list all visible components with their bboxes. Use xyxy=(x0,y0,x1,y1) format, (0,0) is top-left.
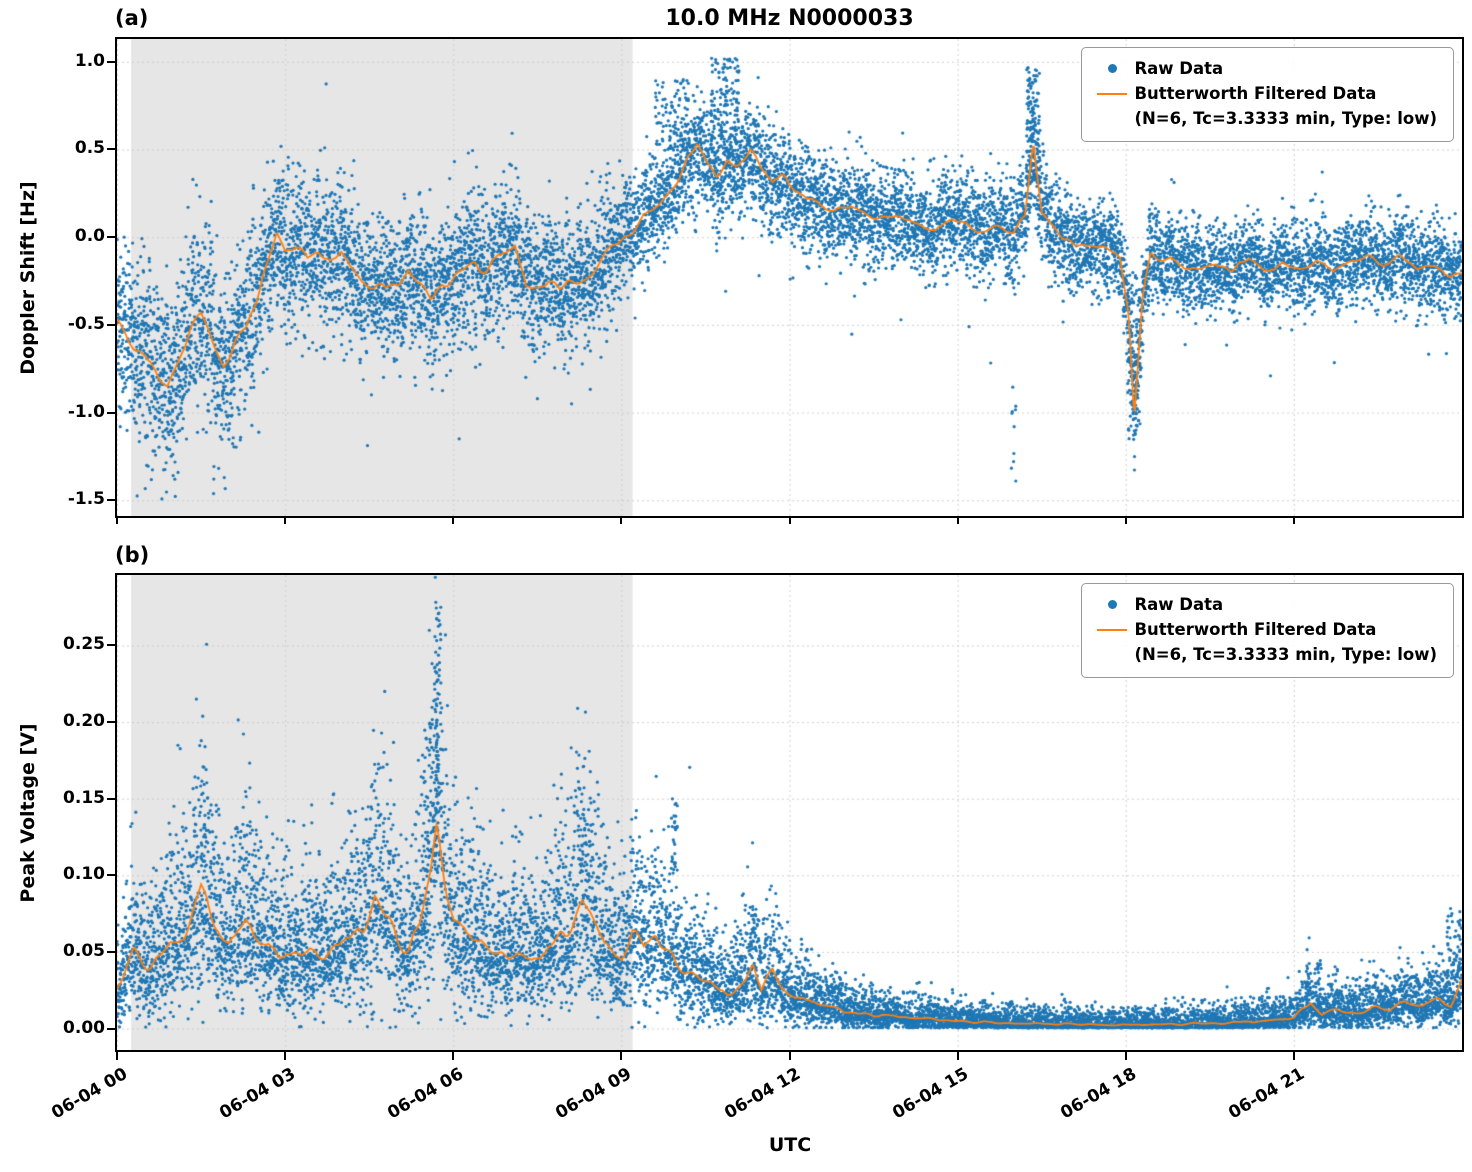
y-tick-label: 1.0 xyxy=(74,50,105,71)
panel-a-label: (a) xyxy=(115,6,149,30)
x-tick-mark xyxy=(116,1052,118,1060)
x-tick-mark xyxy=(620,1052,623,1060)
x-tick-label: 06-04 03 xyxy=(216,1064,300,1124)
x-tick-mark xyxy=(956,518,959,524)
y-tick-label: 0.20 xyxy=(63,711,105,732)
raw-data-marker-cell xyxy=(1090,600,1134,609)
legend-entry-raw: Raw Data xyxy=(1090,592,1437,617)
x-tick-label: 06-04 12 xyxy=(720,1064,804,1124)
x-tick-mark xyxy=(1292,518,1295,524)
x-tick-mark xyxy=(284,1052,287,1060)
panel-a-y-axis-label: Doppler Shift [Hz] xyxy=(17,181,39,375)
y-tick-mark xyxy=(107,323,115,326)
legend-entry-raw: Raw Data xyxy=(1090,56,1437,81)
x-tick-mark xyxy=(1124,518,1127,524)
y-tick-mark xyxy=(107,797,115,800)
x-tick-label: 06-04 00 xyxy=(48,1064,131,1124)
y-tick-mark xyxy=(107,1027,115,1030)
legend-filtered-sublabel: (N=6, Tc=3.3333 min, Type: low) xyxy=(1134,645,1437,664)
panel-a-plot-area: Raw Data Butterworth Filtered Data (N=6,… xyxy=(115,37,1464,518)
x-tick-mark xyxy=(1124,1052,1127,1060)
y-tick-mark xyxy=(107,874,115,877)
y-tick-label: 0.25 xyxy=(63,634,105,655)
y-tick-label: 0.10 xyxy=(63,864,105,885)
panel-b-plot-area: Raw Data Butterworth Filtered Data (N=6,… xyxy=(115,573,1464,1052)
y-tick-label: -0.5 xyxy=(67,313,105,334)
legend-entry-filtered-params: (N=6, Tc=3.3333 min, Type: low) xyxy=(1090,106,1437,131)
y-tick-label: -1.0 xyxy=(67,401,105,422)
y-tick-mark xyxy=(107,236,115,239)
filtered-data-marker-cell xyxy=(1090,92,1134,95)
panel-b-label: (b) xyxy=(115,543,150,567)
y-tick-label: 0.5 xyxy=(74,138,105,159)
x-tick-label: 06-04 18 xyxy=(1057,1064,1140,1124)
x-axis-label: UTC xyxy=(768,1134,812,1156)
filtered-data-marker-cell xyxy=(1090,628,1134,631)
legend-filtered-label: Butterworth Filtered Data xyxy=(1134,84,1377,103)
x-tick-mark xyxy=(284,518,287,524)
legend-entry-filtered: Butterworth Filtered Data xyxy=(1090,617,1437,642)
chart-title: 10.0 MHz N0000033 xyxy=(665,6,914,31)
y-tick-mark xyxy=(107,148,115,151)
y-tick-mark xyxy=(107,644,115,647)
x-tick-mark xyxy=(788,518,791,524)
y-tick-mark xyxy=(107,950,115,953)
y-tick-mark xyxy=(107,721,115,724)
raw-data-marker-icon xyxy=(1107,64,1117,73)
y-tick-mark xyxy=(107,60,115,63)
x-tick-label: 06-04 21 xyxy=(1225,1064,1308,1124)
y-tick-mark xyxy=(107,499,115,502)
legend-a: Raw Data Butterworth Filtered Data (N=6,… xyxy=(1081,47,1454,142)
legend-filtered-sublabel: (N=6, Tc=3.3333 min, Type: low) xyxy=(1134,109,1437,128)
raw-data-marker-icon xyxy=(1107,600,1117,609)
legend-filtered-label: Butterworth Filtered Data xyxy=(1134,620,1377,639)
raw-data-marker-cell xyxy=(1090,64,1134,73)
x-tick-mark xyxy=(788,1052,791,1060)
y-tick-label: 0.00 xyxy=(63,1017,105,1038)
x-tick-mark xyxy=(452,518,455,524)
legend-b: Raw Data Butterworth Filtered Data (N=6,… xyxy=(1081,583,1454,678)
legend-entry-filtered-params: (N=6, Tc=3.3333 min, Type: low) xyxy=(1090,642,1437,667)
filtered-data-marker-icon xyxy=(1097,92,1128,95)
legend-raw-label: Raw Data xyxy=(1134,595,1224,614)
x-tick-label: 06-04 09 xyxy=(552,1064,636,1124)
x-tick-mark xyxy=(620,518,623,524)
filtered-data-marker-icon xyxy=(1097,628,1128,631)
y-tick-label: 0.15 xyxy=(63,787,105,808)
x-tick-label: 06-04 15 xyxy=(888,1064,972,1124)
legend-raw-label: Raw Data xyxy=(1134,59,1224,78)
x-tick-mark xyxy=(116,518,118,524)
y-tick-label: 0.0 xyxy=(74,226,105,247)
legend-entry-filtered: Butterworth Filtered Data xyxy=(1090,81,1437,106)
x-tick-mark xyxy=(1292,1052,1295,1060)
x-tick-label: 06-04 06 xyxy=(384,1064,468,1124)
y-tick-label: 0.05 xyxy=(63,940,105,961)
y-tick-label: -1.5 xyxy=(67,489,105,510)
x-tick-mark xyxy=(452,1052,455,1060)
x-tick-mark xyxy=(956,1052,959,1060)
y-tick-mark xyxy=(107,411,115,414)
